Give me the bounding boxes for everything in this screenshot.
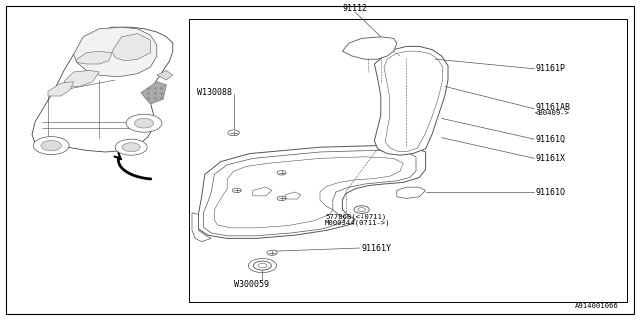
Bar — [189, 19, 627, 302]
Polygon shape — [77, 51, 112, 64]
Polygon shape — [198, 146, 426, 238]
Circle shape — [354, 206, 369, 213]
Polygon shape — [141, 82, 166, 104]
Circle shape — [115, 139, 147, 155]
Polygon shape — [342, 37, 397, 59]
Polygon shape — [253, 187, 272, 196]
Circle shape — [126, 114, 162, 132]
Text: <B0409->: <B0409-> — [535, 110, 570, 116]
Circle shape — [253, 261, 271, 270]
Circle shape — [122, 143, 140, 152]
Text: W300059: W300059 — [234, 280, 269, 289]
Circle shape — [267, 250, 277, 255]
Polygon shape — [285, 192, 301, 199]
Circle shape — [228, 130, 239, 136]
Circle shape — [358, 208, 365, 212]
Circle shape — [232, 188, 241, 193]
Text: 91161P: 91161P — [535, 64, 565, 73]
Circle shape — [277, 196, 286, 201]
Polygon shape — [192, 213, 211, 242]
Polygon shape — [48, 82, 74, 96]
Text: M000344(0711->): M000344(0711->) — [325, 219, 391, 226]
Polygon shape — [112, 34, 150, 61]
Polygon shape — [374, 46, 448, 155]
Polygon shape — [397, 187, 426, 198]
Circle shape — [33, 137, 69, 155]
Polygon shape — [32, 27, 173, 152]
Circle shape — [258, 263, 267, 268]
Text: 91161Q: 91161Q — [535, 135, 565, 144]
Text: 91161O: 91161O — [535, 188, 565, 196]
Polygon shape — [74, 27, 157, 77]
Text: 91161Y: 91161Y — [362, 244, 392, 252]
Polygon shape — [64, 70, 99, 86]
Circle shape — [41, 140, 61, 151]
Text: A914001066: A914001066 — [575, 303, 619, 309]
Text: 91112: 91112 — [342, 4, 368, 13]
Text: 57786B(<-0711): 57786B(<-0711) — [325, 214, 387, 220]
Text: W130088: W130088 — [197, 88, 232, 97]
Text: 91161AB: 91161AB — [535, 103, 570, 112]
Circle shape — [277, 171, 286, 175]
Circle shape — [134, 118, 154, 128]
Polygon shape — [157, 70, 173, 80]
Text: 91161X: 91161X — [535, 154, 565, 163]
